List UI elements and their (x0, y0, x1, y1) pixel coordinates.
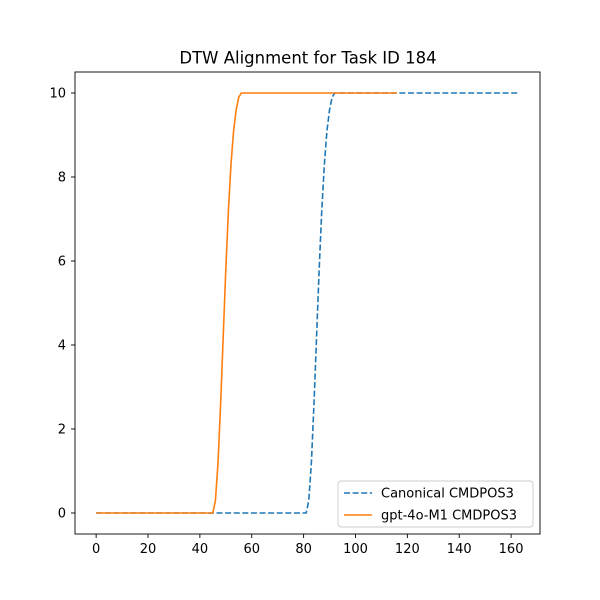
y-axis: 0 2 4 6 8 10 (49, 87, 75, 522)
legend-box (337, 480, 534, 528)
x-tick-label: 160 (499, 542, 524, 557)
series-layer (96, 92, 519, 514)
y-tick-label: 2 (58, 423, 66, 438)
x-tick-label: 80 (295, 542, 312, 557)
legend-label-canonical: Canonical CMDPOS3 (381, 487, 514, 502)
x-tick-label: 100 (343, 542, 368, 557)
y-tick-label: 0 (58, 507, 66, 522)
x-tick-label: 140 (447, 542, 472, 557)
x-tick-label: 60 (243, 542, 260, 557)
series-line-gpt-4o-m1 (96, 92, 397, 514)
x-tick-label: 20 (140, 542, 157, 557)
x-tick-label: 0 (92, 542, 100, 557)
x-axis: 0 20 40 60 80 100 120 140 160 (92, 534, 524, 557)
y-tick-label: 6 (58, 255, 66, 270)
y-tick-label: 10 (49, 87, 66, 102)
chart-title: DTW Alignment for Task ID 184 (179, 49, 436, 68)
y-tick-label: 4 (58, 339, 66, 354)
legend: Canonical CMDPOS3 gpt-4o-M1 CMDPOS3 (337, 480, 534, 528)
axes-frame (74, 71, 541, 535)
y-tick-label: 8 (58, 171, 66, 186)
series-line-canonical (96, 92, 519, 514)
legend-label-gpt-4o-m1: gpt-4o-M1 CMDPOS3 (381, 509, 517, 524)
x-tick-label: 120 (395, 542, 420, 557)
x-tick-label: 40 (192, 542, 209, 557)
